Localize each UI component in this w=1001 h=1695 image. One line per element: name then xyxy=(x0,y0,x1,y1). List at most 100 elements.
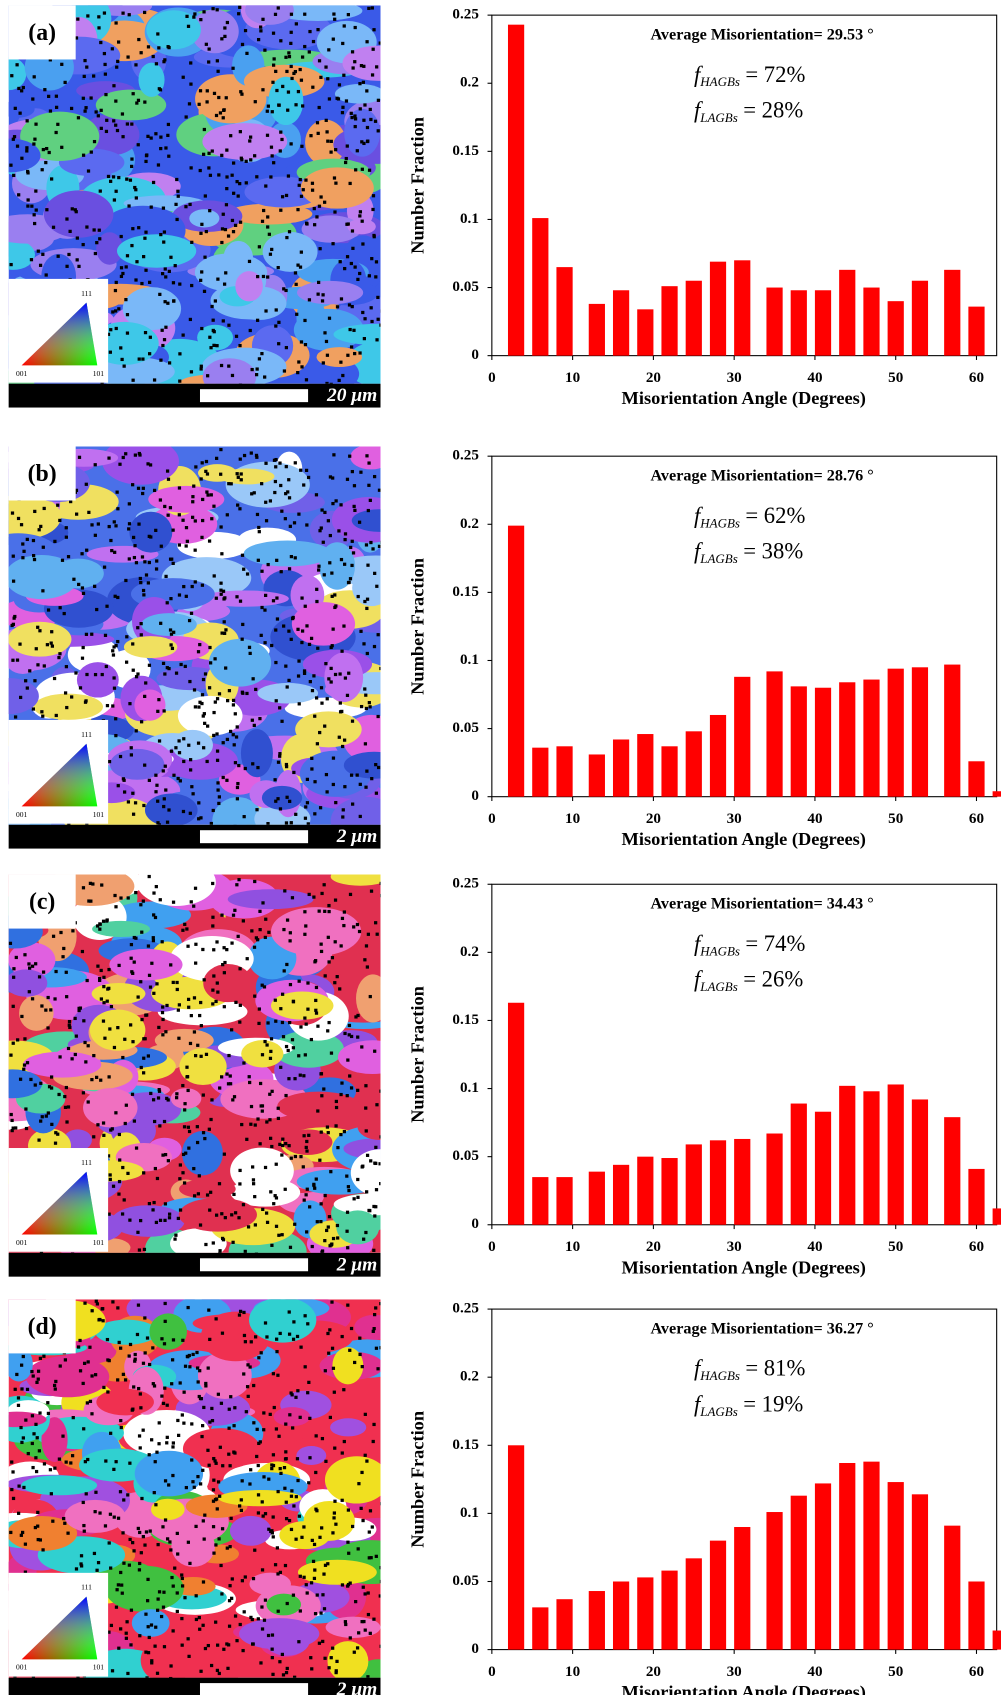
boundary-pixel xyxy=(353,509,356,512)
boundary-pixel xyxy=(182,737,185,740)
boundary-pixel xyxy=(236,503,239,506)
boundary-pixel xyxy=(212,319,215,322)
boundary-pixel xyxy=(65,526,68,529)
boundary-pixel xyxy=(194,580,197,583)
boundary-pixel xyxy=(207,152,210,155)
boundary-pixel xyxy=(249,1616,252,1619)
x-tick-label: 0 xyxy=(488,1664,496,1680)
y-tick-label: 0.15 xyxy=(452,584,479,600)
boundary-pixel xyxy=(208,1420,211,1423)
grain xyxy=(0,101,34,118)
boundary-pixel xyxy=(51,645,54,648)
boundary-pixel xyxy=(328,1215,331,1218)
x-tick-label: 30 xyxy=(727,1664,742,1680)
boundary-pixel xyxy=(146,135,149,138)
boundary-pixel xyxy=(369,995,372,998)
boundary-pixel xyxy=(128,502,131,505)
boundary-pixel xyxy=(35,208,38,211)
boundary-pixel xyxy=(367,461,370,464)
boundary-pixel xyxy=(137,99,140,102)
boundary-pixel xyxy=(107,968,110,971)
boundary-pixel xyxy=(345,223,348,226)
boundary-pixel xyxy=(307,1481,310,1484)
boundary-pixel xyxy=(238,1169,241,1172)
annotation: Average Misorientation= 28.76 ° xyxy=(650,466,873,484)
bar xyxy=(839,682,855,796)
boundary-pixel xyxy=(98,928,101,931)
boundary-pixel xyxy=(358,930,361,933)
boundary-pixel xyxy=(315,588,318,591)
boundary-pixel xyxy=(158,1590,161,1593)
boundary-pixel xyxy=(130,244,133,247)
boundary-pixel xyxy=(163,505,166,508)
boundary-pixel xyxy=(139,1392,142,1395)
boundary-pixel xyxy=(343,1130,346,1133)
boundary-pixel xyxy=(32,1374,35,1377)
boundary-pixel xyxy=(303,1134,306,1137)
boundary-pixel xyxy=(223,35,226,38)
boundary-pixel xyxy=(203,722,206,725)
boundary-pixel xyxy=(138,1248,141,1251)
boundary-pixel xyxy=(304,605,307,608)
boundary-pixel xyxy=(374,921,377,924)
boundary-pixel xyxy=(375,585,378,588)
boundary-pixel xyxy=(105,130,108,133)
boundary-pixel xyxy=(326,354,329,357)
boundary-pixel xyxy=(178,486,181,489)
boundary-pixel xyxy=(191,500,194,503)
boundary-pixel xyxy=(248,139,251,142)
boundary-pixel xyxy=(318,1536,321,1539)
boundary-pixel xyxy=(108,1075,111,1078)
boundary-pixel xyxy=(71,207,74,210)
boundary-pixel xyxy=(204,672,207,675)
boundary-pixel xyxy=(350,774,353,777)
boundary-pixel xyxy=(109,1513,112,1516)
boundary-pixel xyxy=(129,1343,132,1346)
boundary-pixel xyxy=(302,188,305,191)
boundary-pixel xyxy=(39,264,42,267)
boundary-pixel xyxy=(193,1030,196,1033)
boundary-pixel xyxy=(20,1364,23,1367)
boundary-pixel xyxy=(185,1066,188,1069)
boundary-pixel xyxy=(144,269,147,272)
boundary-pixel xyxy=(111,704,114,707)
boundary-pixel xyxy=(178,352,181,355)
boundary-pixel xyxy=(117,40,120,43)
boundary-pixel xyxy=(369,1509,372,1512)
boundary-pixel xyxy=(370,320,373,323)
boundary-pixel xyxy=(287,630,290,633)
boundary-pixel xyxy=(212,1552,215,1555)
boundary-pixel xyxy=(113,687,116,690)
boundary-pixel xyxy=(30,1370,33,1373)
boundary-pixel xyxy=(199,1223,202,1226)
boundary-pixel xyxy=(168,1216,171,1219)
boundary-pixel xyxy=(172,1441,175,1444)
boundary-pixel xyxy=(365,770,368,773)
grain xyxy=(268,77,303,125)
boundary-pixel xyxy=(320,526,323,529)
boundary-pixel xyxy=(373,645,376,648)
boundary-pixel xyxy=(270,644,273,647)
boundary-pixel xyxy=(93,585,96,588)
boundary-pixel xyxy=(282,287,285,290)
boundary-pixel xyxy=(181,929,184,932)
boundary-pixel xyxy=(250,1340,253,1343)
boundary-pixel xyxy=(133,544,136,547)
boundary-pixel xyxy=(53,540,56,543)
boundary-pixel xyxy=(325,773,328,776)
boundary-pixel xyxy=(143,1316,146,1319)
boundary-pixel xyxy=(178,513,181,516)
boundary-pixel xyxy=(366,965,369,968)
boundary-pixel xyxy=(39,1357,42,1360)
boundary-pixel xyxy=(359,630,362,633)
boundary-pixel xyxy=(222,109,225,112)
boundary-pixel xyxy=(360,140,363,143)
boundary-pixel xyxy=(167,1483,170,1486)
annotation: Average Misorientation= 34.43 ° xyxy=(650,895,873,913)
boundary-pixel xyxy=(226,513,229,516)
boundary-pixel xyxy=(333,981,336,984)
boundary-pixel xyxy=(126,254,129,257)
boundary-pixel xyxy=(39,1119,42,1122)
boundary-pixel xyxy=(285,194,288,197)
boundary-pixel xyxy=(166,821,169,824)
